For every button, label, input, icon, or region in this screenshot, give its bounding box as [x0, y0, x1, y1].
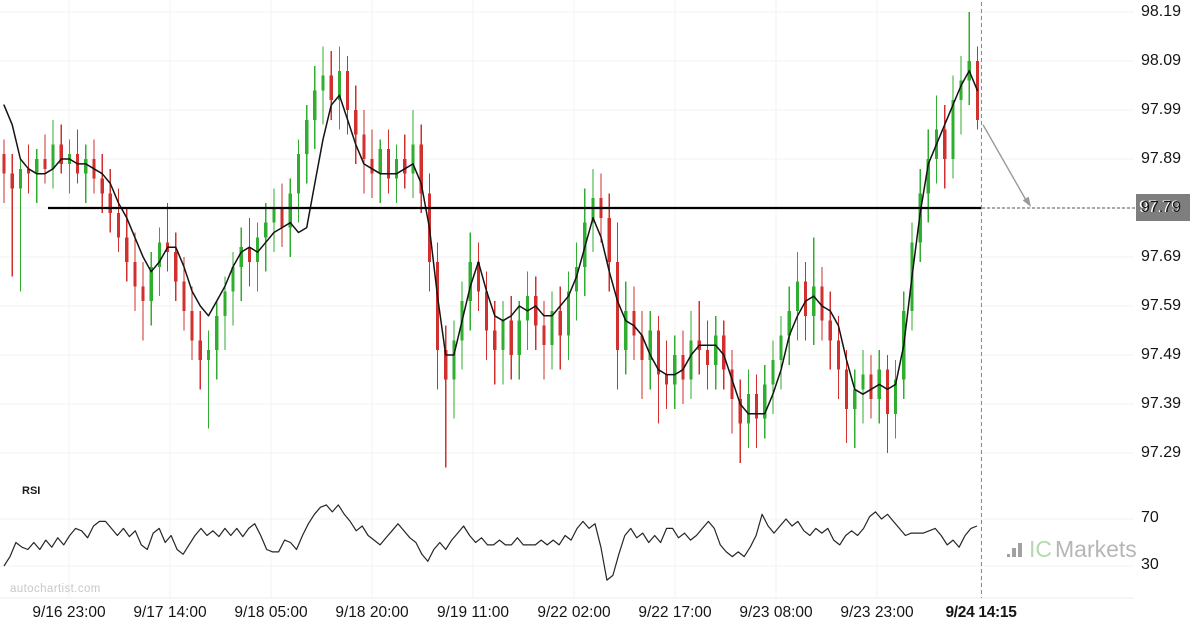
rsi-line: [3, 504, 978, 581]
ma-line: [3, 70, 979, 415]
candlestick-series: [2, 12, 980, 468]
gridlines: [0, 0, 1134, 599]
forecast-arrow: [982, 124, 1031, 207]
